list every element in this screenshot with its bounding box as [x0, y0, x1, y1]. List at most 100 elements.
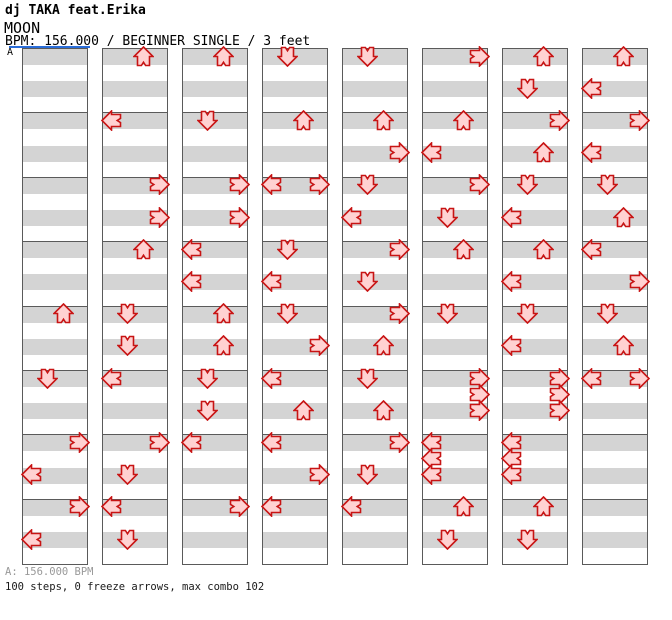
right-arrow-icon — [149, 174, 170, 196]
left-arrow-icon — [180, 238, 202, 260]
beat-stripe — [503, 145, 567, 162]
measure-line — [103, 434, 167, 436]
chart-details: BPM: 156.000 / BEGINNER SINGLE / 3 feet — [5, 34, 311, 49]
measure-line — [583, 370, 647, 371]
stats-summary: 100 steps, 0 freeze arrows, max combo 10… — [5, 581, 265, 593]
right-arrow-icon — [469, 399, 490, 421]
up-arrow-icon — [292, 399, 314, 421]
beat-stripe — [343, 532, 407, 549]
beat-stripe — [23, 177, 87, 194]
beat-stripe — [263, 81, 327, 98]
measure-line — [183, 498, 247, 500]
measure-line — [343, 498, 407, 500]
left-arrow-icon — [260, 496, 282, 518]
right-arrow-icon — [229, 206, 250, 228]
up-arrow-icon — [212, 303, 234, 324]
measure-line — [263, 112, 327, 114]
down-arrow-icon — [116, 464, 138, 486]
right-arrow-icon — [69, 496, 90, 518]
left-arrow-icon — [20, 528, 42, 550]
up-arrow-icon — [212, 335, 234, 356]
beat-stripe — [183, 467, 247, 484]
measure-line — [423, 112, 487, 114]
left-arrow-icon — [580, 142, 602, 164]
measure-line — [23, 176, 87, 178]
beat-stripe — [423, 113, 487, 130]
artist-title: dj TAKA feat.Erika — [5, 3, 146, 18]
left-arrow-icon — [340, 496, 362, 518]
beat-stripe — [103, 145, 167, 162]
up-arrow-icon — [612, 335, 634, 356]
beat-stripe — [343, 113, 407, 130]
beat-stripe — [263, 403, 327, 420]
beat-stripe — [23, 274, 87, 291]
measure-line — [183, 241, 247, 243]
left-arrow-icon — [500, 335, 522, 357]
beat-stripe — [583, 49, 647, 66]
measure-line — [23, 434, 87, 436]
measure-column-2 — [100, 45, 170, 566]
measure-line — [183, 434, 247, 436]
right-arrow-icon — [389, 142, 410, 164]
up-arrow-icon — [372, 109, 394, 131]
measure-line — [263, 434, 327, 436]
left-arrow-icon — [100, 367, 122, 389]
measure-line — [183, 176, 247, 178]
beat-stripe — [23, 113, 87, 130]
beat-stripe — [183, 306, 247, 323]
right-arrow-icon — [389, 431, 410, 453]
up-arrow-icon — [612, 45, 634, 67]
up-arrow-icon — [532, 238, 554, 260]
beat-stripe — [583, 403, 647, 420]
left-arrow-icon — [580, 367, 602, 389]
beat-stripe — [423, 274, 487, 291]
measure-column-8 — [580, 45, 650, 566]
beat-stripe — [23, 403, 87, 420]
down-arrow-icon — [596, 174, 618, 196]
up-arrow-icon — [132, 45, 154, 67]
beat-stripe — [103, 403, 167, 420]
measure-line — [103, 370, 167, 371]
right-arrow-icon — [309, 464, 330, 486]
up-arrow-icon — [292, 109, 314, 131]
measure-line — [423, 434, 487, 436]
left-arrow-icon — [500, 464, 522, 486]
up-arrow-icon — [132, 238, 154, 260]
left-arrow-icon — [420, 142, 442, 164]
right-arrow-icon — [69, 431, 90, 453]
left-arrow-icon — [500, 206, 522, 228]
right-arrow-icon — [549, 399, 570, 421]
left-arrow-icon — [500, 270, 522, 292]
measure-line — [343, 241, 407, 243]
up-arrow-icon — [532, 496, 554, 517]
measure-line — [583, 498, 647, 500]
beat-stripe — [23, 81, 87, 98]
down-arrow-icon — [356, 174, 378, 196]
beat-stripe — [503, 242, 567, 259]
beat-stripe — [583, 338, 647, 355]
up-arrow-icon — [532, 142, 554, 163]
right-arrow-icon — [229, 174, 250, 196]
up-arrow-icon — [212, 45, 234, 67]
right-arrow-icon — [389, 238, 410, 260]
measure-column-1 — [20, 48, 90, 566]
down-arrow-icon — [196, 400, 218, 421]
measure-line — [183, 112, 247, 114]
left-arrow-icon — [580, 238, 602, 260]
measure-line — [503, 434, 567, 436]
measure-line — [263, 176, 327, 178]
measure-line — [23, 370, 87, 371]
measure-column-6 — [420, 45, 490, 566]
beat-stripe — [23, 306, 87, 323]
beat-stripe — [583, 435, 647, 452]
down-arrow-icon — [436, 207, 458, 228]
right-arrow-icon — [229, 496, 250, 518]
measure-line — [583, 112, 647, 114]
down-arrow-icon — [356, 368, 378, 389]
beat-stripe — [423, 499, 487, 516]
down-arrow-icon — [356, 464, 378, 486]
down-arrow-icon — [516, 529, 538, 550]
right-arrow-icon — [469, 174, 490, 196]
measure-line — [183, 370, 247, 371]
measure-line — [263, 370, 327, 371]
